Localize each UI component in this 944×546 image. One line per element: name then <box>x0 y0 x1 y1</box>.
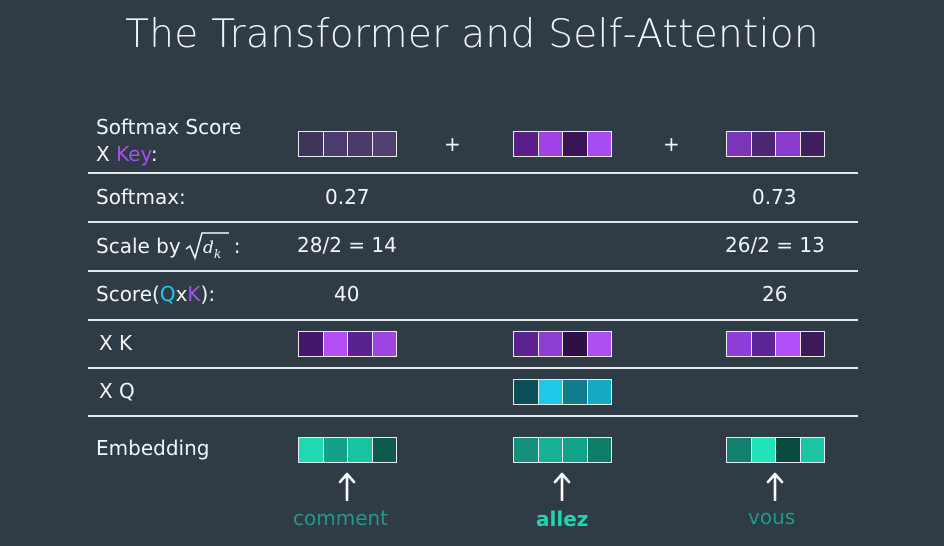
vector-cell <box>800 332 824 356</box>
vector-cell <box>587 332 611 356</box>
vector-cell <box>372 332 396 356</box>
score-value-right: 26 <box>762 282 788 306</box>
vector-cell <box>299 132 324 156</box>
query-vector-allez <box>513 379 612 405</box>
scale-prefix: Scale by <box>96 234 181 258</box>
vector-cell <box>727 438 752 462</box>
word-vous: vous <box>748 505 796 529</box>
weighted-key-vector-comment <box>298 131 397 157</box>
divider <box>88 270 858 272</box>
xq-label: X Q <box>99 379 135 403</box>
vector-cell <box>776 332 801 356</box>
softmax-value-right: 0.73 <box>752 185 797 209</box>
plus-sign-2: + <box>663 132 680 156</box>
plus-sign-1: + <box>444 132 461 156</box>
softmax-score-line: Softmax Score <box>96 115 242 139</box>
key-vector-comment <box>298 331 397 357</box>
weighted-key-vector-vous <box>726 131 825 157</box>
divider <box>88 415 858 417</box>
svg-text:k: k <box>214 247 221 261</box>
xk-label: X K <box>99 331 133 355</box>
divider <box>88 319 858 321</box>
vector-cell <box>514 332 539 356</box>
scale-value-right: 26/2 = 13 <box>725 233 825 257</box>
vector-cell <box>514 380 539 404</box>
x-key-line: X Key: <box>96 141 241 168</box>
vector-cell <box>776 438 801 462</box>
svg-text:d: d <box>203 238 214 258</box>
key-colon: : <box>150 142 158 166</box>
sqrt-dk-formula-icon: d k <box>185 232 229 261</box>
score-x: x <box>175 282 188 306</box>
x-prefix: X <box>96 142 117 166</box>
vector-cell <box>587 132 611 156</box>
score-label: Score(QxK): <box>96 282 215 306</box>
vector-cell <box>587 438 611 462</box>
vector-cell <box>514 438 539 462</box>
softmax-score-key-label: Softmax Score X Key: <box>96 114 241 168</box>
vector-cell <box>563 132 588 156</box>
vector-cell <box>538 438 563 462</box>
vector-cell <box>323 332 348 356</box>
vector-cell <box>323 438 348 462</box>
slide-title: The Transformer and Self-Attention <box>125 12 819 57</box>
vector-cell <box>751 332 776 356</box>
key-vector-allez <box>513 331 612 357</box>
vector-cell <box>299 332 324 356</box>
divider <box>88 172 858 174</box>
vector-cell <box>348 438 373 462</box>
vector-cell <box>538 332 563 356</box>
vector-cell <box>751 438 776 462</box>
key-word: Key <box>116 142 151 166</box>
vector-cell <box>727 132 752 156</box>
vector-cell <box>727 332 752 356</box>
vector-cell <box>514 132 539 156</box>
vector-cell <box>776 132 801 156</box>
up-arrow-icon <box>338 472 356 501</box>
vector-cell <box>751 132 776 156</box>
word-allez: allez <box>536 507 589 531</box>
vector-cell <box>563 438 588 462</box>
embedding-vector-allez <box>513 437 612 463</box>
vector-cell <box>800 132 824 156</box>
divider <box>88 221 858 223</box>
vector-cell <box>299 438 324 462</box>
scale-value-left: 28/2 = 14 <box>297 233 397 257</box>
score-k: K <box>187 282 201 306</box>
embedding-label: Embedding <box>96 436 210 460</box>
up-arrow-icon <box>553 472 571 501</box>
vector-cell <box>800 438 824 462</box>
word-comment: comment <box>293 506 389 530</box>
vector-cell <box>348 132 373 156</box>
score-value-left: 40 <box>334 282 360 306</box>
scale-label: Scale by d k : <box>96 229 240 263</box>
divider <box>88 367 858 369</box>
weighted-key-vector-allez <box>513 131 612 157</box>
vector-cell <box>538 132 563 156</box>
score-q: Q <box>159 282 176 306</box>
key-vector-vous <box>726 331 825 357</box>
vector-cell <box>538 380 563 404</box>
scale-suffix: : <box>233 234 241 258</box>
embedding-vector-comment <box>298 437 397 463</box>
softmax-label: Softmax: <box>96 185 186 209</box>
score-suffix: ): <box>200 282 216 306</box>
up-arrow-icon <box>766 472 784 501</box>
embedding-vector-vous <box>726 437 825 463</box>
vector-cell <box>563 332 588 356</box>
vector-cell <box>372 132 396 156</box>
vector-cell <box>348 332 373 356</box>
score-prefix: Score( <box>96 282 160 306</box>
softmax-value-left: 0.27 <box>325 185 370 209</box>
vector-cell <box>323 132 348 156</box>
vector-cell <box>563 380 588 404</box>
vector-cell <box>372 438 396 462</box>
vector-cell <box>587 380 611 404</box>
